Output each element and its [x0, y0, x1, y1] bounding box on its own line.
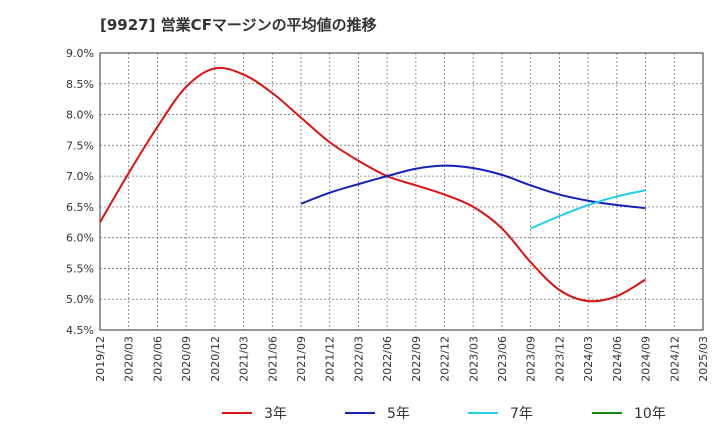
legend-label: 3年: [264, 406, 287, 422]
x-tick-label: 2023/06: [496, 336, 509, 382]
y-tick-label: 8.0%: [66, 109, 94, 122]
series-lines: [99, 66, 647, 303]
x-tick-label: 2024/09: [640, 336, 653, 382]
x-tick-label: 2023/12: [553, 336, 566, 382]
x-tick-label: 2020/03: [123, 336, 136, 382]
y-tick-label: 7.0%: [66, 170, 94, 183]
x-axis-ticks: 2019/12 2020/03 2020/06 2020/09 2020/12 2021/…: [94, 336, 710, 382]
legend-label: 5年: [387, 406, 410, 422]
series-line: [99, 66, 647, 303]
legend-label: 10年: [634, 406, 666, 422]
series-line: [300, 164, 646, 210]
y-tick-label: 4.5%: [66, 324, 94, 337]
x-tick-label: 2020/09: [180, 336, 193, 382]
y-tick-label: 9.0%: [66, 47, 94, 60]
x-tick-label: 2025/03: [697, 336, 710, 382]
series-line: [530, 189, 646, 230]
x-tick-label: 2019/12: [94, 336, 107, 382]
x-tick-label: 2021/12: [324, 336, 337, 382]
legend-label: 7年: [510, 406, 533, 422]
x-tick-label: 2023/09: [525, 336, 538, 382]
y-axis-ticks: 9.0% 8.5% 8.0% 7.5% 7.0% 6.5% 6.0% 5.5% 5.0% 4.5%: [66, 47, 94, 337]
x-tick-label: 2024/03: [582, 336, 595, 382]
x-tick-label: 2023/03: [467, 336, 480, 382]
y-tick-label: 8.5%: [66, 78, 94, 91]
x-tick-label: 2021/06: [266, 336, 279, 382]
chart-title: [9927] 営業CFマージンの平均値の推移: [100, 16, 377, 34]
y-tick-label: 6.5%: [66, 201, 94, 214]
x-tick-label: 2024/06: [611, 336, 624, 382]
y-tick-label: 6.0%: [66, 232, 94, 245]
plot-area-border: [99, 52, 704, 331]
x-tick-label: 2022/09: [410, 336, 423, 382]
x-tick-label: 2022/06: [381, 336, 394, 382]
x-tick-label: 2020/06: [151, 336, 164, 382]
y-tick-label: 7.5%: [66, 139, 94, 152]
legend: 3年 5年 7年 10年: [222, 406, 666, 422]
x-tick-label: 2024/12: [668, 336, 681, 382]
grid-lines: [99, 52, 704, 331]
x-tick-label: 2021/09: [295, 336, 308, 382]
x-tick-label: 2022/03: [352, 336, 365, 382]
y-tick-label: 5.0%: [66, 293, 94, 306]
x-tick-label: 2022/12: [439, 336, 452, 382]
x-tick-label: 2021/03: [238, 336, 251, 382]
x-tick-label: 2020/12: [209, 336, 222, 382]
y-tick-label: 5.5%: [66, 262, 94, 275]
